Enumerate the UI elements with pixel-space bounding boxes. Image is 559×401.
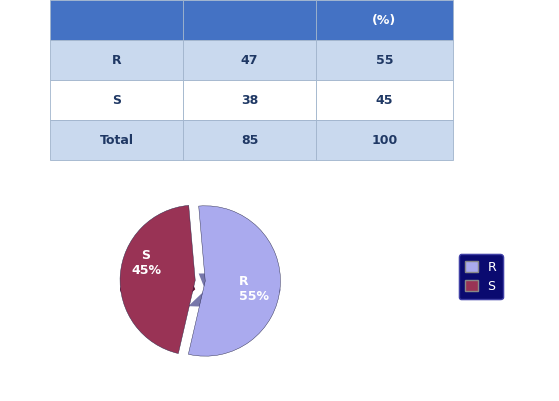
FancyBboxPatch shape (183, 40, 316, 80)
FancyBboxPatch shape (316, 40, 453, 80)
Text: (%): (%) (372, 14, 396, 26)
Polygon shape (120, 273, 195, 306)
FancyBboxPatch shape (316, 80, 453, 120)
FancyBboxPatch shape (183, 120, 316, 160)
Wedge shape (188, 206, 281, 356)
FancyBboxPatch shape (50, 0, 183, 40)
Text: 38: 38 (241, 94, 258, 107)
Text: Total: Total (100, 134, 134, 147)
FancyBboxPatch shape (316, 0, 453, 40)
Text: 85: 85 (241, 134, 258, 147)
FancyBboxPatch shape (50, 40, 183, 80)
Text: 100: 100 (371, 134, 397, 147)
FancyBboxPatch shape (183, 0, 316, 40)
Text: 55: 55 (376, 54, 393, 67)
Text: S: S (112, 94, 121, 107)
Text: 45: 45 (376, 94, 393, 107)
FancyBboxPatch shape (183, 80, 316, 120)
FancyBboxPatch shape (50, 80, 183, 120)
Polygon shape (188, 273, 281, 306)
Text: R
55%: R 55% (239, 275, 269, 303)
Text: S
45%: S 45% (131, 249, 161, 277)
FancyBboxPatch shape (316, 120, 453, 160)
Wedge shape (120, 205, 195, 354)
Legend: R, S: R, S (459, 254, 503, 299)
Text: 47: 47 (241, 54, 258, 67)
Text: R: R (112, 54, 121, 67)
FancyBboxPatch shape (50, 120, 183, 160)
